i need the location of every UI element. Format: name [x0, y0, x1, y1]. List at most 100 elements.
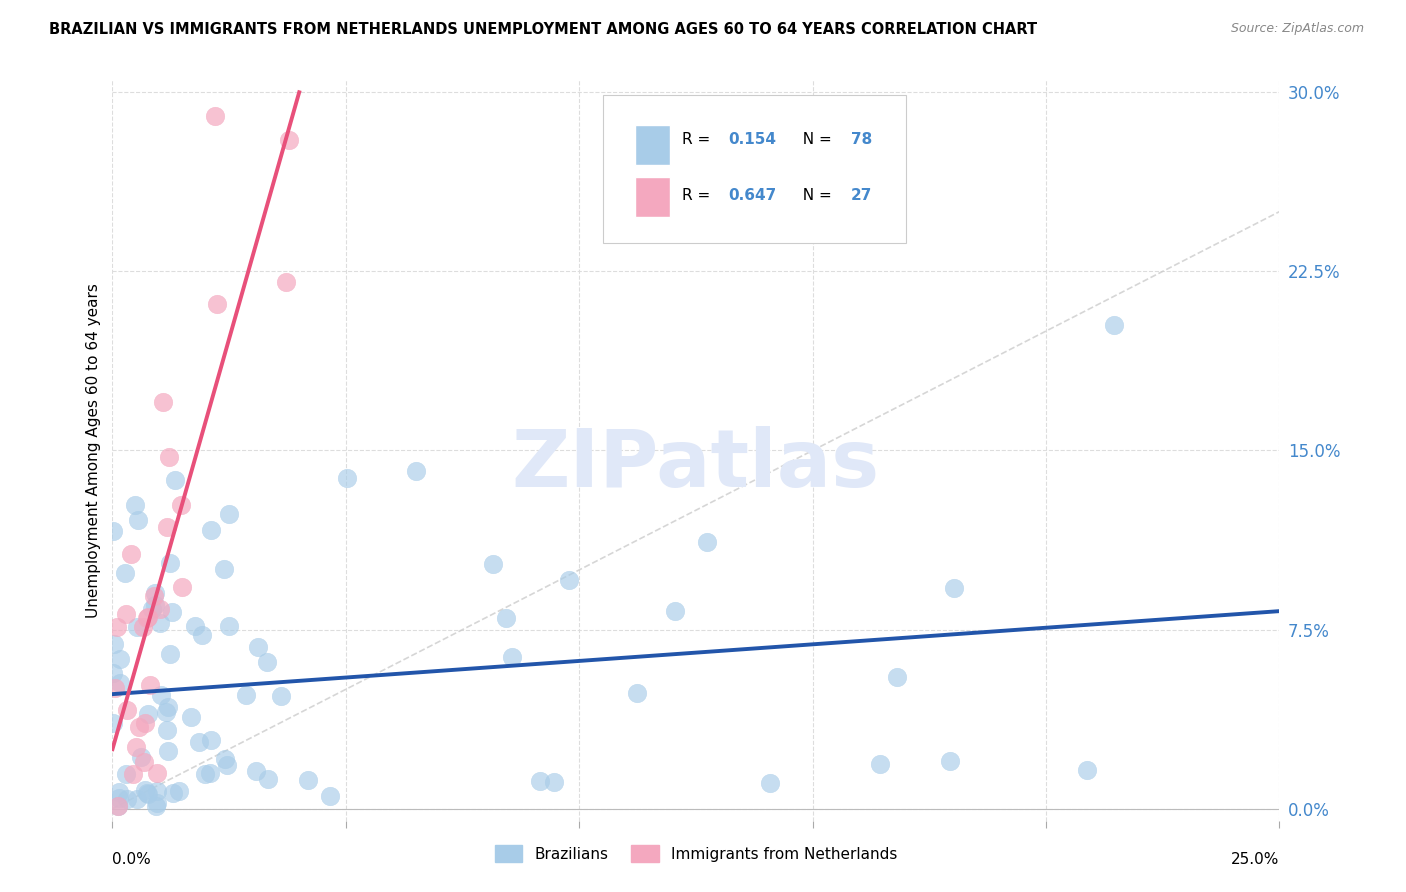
Text: 0.154: 0.154	[728, 132, 776, 147]
Point	[104, 681, 127, 695]
Point	[319, 789, 342, 804]
Text: R =: R =	[682, 187, 716, 202]
Point	[159, 556, 181, 570]
Point	[256, 772, 278, 786]
Point	[142, 589, 165, 603]
Point	[149, 688, 172, 702]
Point	[136, 609, 159, 624]
Point	[247, 640, 270, 654]
Point	[143, 598, 166, 612]
Point	[200, 733, 222, 747]
Point	[218, 618, 240, 632]
Text: 0.0%: 0.0%	[112, 852, 152, 867]
Point	[1102, 318, 1125, 332]
Point	[107, 799, 129, 814]
Point	[141, 602, 163, 616]
Text: 27: 27	[851, 187, 873, 202]
Point	[134, 716, 156, 731]
Point	[187, 735, 209, 749]
Point	[245, 764, 267, 779]
FancyBboxPatch shape	[603, 95, 905, 244]
Point	[939, 754, 962, 768]
Point	[108, 652, 131, 666]
Text: 0.647: 0.647	[728, 187, 778, 202]
Point	[626, 686, 648, 700]
Point	[156, 723, 179, 738]
Point	[121, 766, 143, 780]
Point	[114, 566, 136, 580]
Text: N =: N =	[793, 132, 837, 147]
Point	[155, 705, 177, 719]
Point	[127, 513, 149, 527]
Point	[138, 787, 160, 801]
Point	[157, 450, 180, 464]
Text: Source: ZipAtlas.com: Source: ZipAtlas.com	[1230, 22, 1364, 36]
Point	[149, 602, 172, 616]
Point	[139, 678, 162, 692]
Point	[170, 499, 193, 513]
Point	[495, 611, 517, 625]
Point	[136, 610, 159, 624]
Point	[134, 755, 156, 769]
Text: BRAZILIAN VS IMMIGRANTS FROM NETHERLANDS UNEMPLOYMENT AMONG AGES 60 TO 64 YEARS : BRAZILIAN VS IMMIGRANTS FROM NETHERLANDS…	[49, 22, 1038, 37]
Point	[180, 710, 202, 724]
Point	[405, 465, 427, 479]
Point	[146, 797, 169, 811]
Point	[157, 743, 180, 757]
Text: 25.0%: 25.0%	[1232, 852, 1279, 867]
Point	[274, 275, 297, 289]
Point	[204, 109, 226, 123]
Point	[1076, 764, 1098, 778]
Point	[152, 395, 174, 409]
Point	[184, 619, 207, 633]
Point	[160, 605, 183, 619]
Point	[128, 720, 150, 734]
Legend: Brazilians, Immigrants from Netherlands: Brazilians, Immigrants from Netherlands	[488, 838, 904, 869]
Point	[120, 547, 142, 561]
Point	[156, 699, 179, 714]
Point	[101, 524, 124, 538]
Point	[501, 650, 523, 665]
Point	[101, 666, 124, 681]
Point	[125, 739, 148, 754]
Point	[218, 507, 240, 521]
Point	[869, 756, 891, 771]
Point	[107, 785, 129, 799]
Point	[270, 690, 292, 704]
Point	[664, 604, 686, 618]
Point	[136, 786, 159, 800]
Point	[136, 706, 159, 721]
Text: 78: 78	[851, 132, 873, 147]
Point	[191, 628, 214, 642]
Point	[170, 580, 193, 594]
Point	[194, 766, 217, 780]
FancyBboxPatch shape	[636, 177, 671, 218]
Point	[103, 715, 125, 730]
Point	[235, 689, 257, 703]
Point	[696, 535, 718, 549]
Point	[124, 498, 146, 512]
Point	[145, 784, 167, 798]
Point	[212, 562, 235, 576]
Point	[145, 586, 167, 600]
Point	[145, 799, 167, 814]
Point	[129, 749, 152, 764]
Point	[132, 619, 155, 633]
Point	[162, 786, 184, 800]
Point	[529, 774, 551, 789]
Point	[214, 752, 236, 766]
Point	[146, 765, 169, 780]
Point	[125, 791, 148, 805]
Text: ZIPatlas: ZIPatlas	[512, 426, 880, 504]
Point	[114, 767, 136, 781]
Point	[886, 670, 908, 684]
Point	[336, 471, 359, 485]
Point	[115, 703, 138, 717]
Point	[558, 573, 581, 587]
Point	[159, 647, 181, 661]
Y-axis label: Unemployment Among Ages 60 to 64 years: Unemployment Among Ages 60 to 64 years	[86, 283, 101, 618]
Point	[163, 473, 186, 487]
Point	[543, 775, 565, 789]
Point	[215, 758, 238, 772]
Point	[156, 519, 179, 533]
